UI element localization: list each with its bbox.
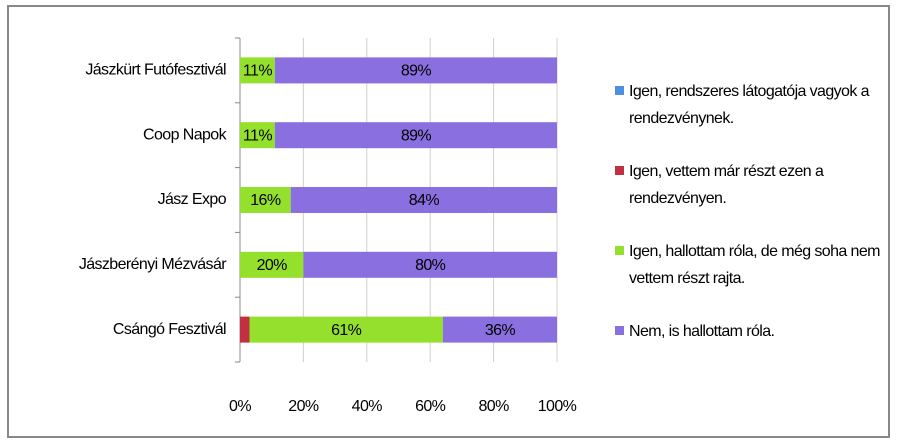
bar-segment bbox=[274, 122, 557, 149]
data-label: 89% bbox=[401, 127, 432, 144]
y-tick-label: Csángó Fesztivál bbox=[113, 321, 226, 338]
legend-swatch bbox=[615, 166, 624, 175]
data-label: 84% bbox=[409, 192, 440, 209]
bar-segment bbox=[274, 57, 557, 84]
legend-item: Igen, hallottam róla, de még soha nem ve… bbox=[615, 238, 889, 292]
legend-swatch bbox=[615, 86, 624, 95]
legend-label: Nem, is hallottam róla. bbox=[629, 323, 775, 340]
x-tick-label: 0% bbox=[229, 398, 251, 415]
legend-item: Nem, is hallottam róla. bbox=[615, 318, 889, 345]
bar-segment bbox=[240, 57, 275, 84]
bar-segment bbox=[240, 251, 304, 278]
bar-segment bbox=[442, 316, 557, 343]
data-label: 20% bbox=[257, 257, 288, 274]
legend-label: Igen, rendszeres látogatója vagyok a ren… bbox=[629, 83, 870, 127]
bar-segment bbox=[240, 316, 250, 343]
legend-swatch bbox=[615, 246, 624, 255]
x-tick-label: 40% bbox=[352, 398, 383, 415]
data-label: 16% bbox=[250, 192, 281, 209]
legend-label: Igen, hallottam róla, de még soha nem ve… bbox=[629, 243, 880, 287]
legend-item: Igen, rendszeres látogatója vagyok a ren… bbox=[615, 78, 889, 132]
x-tick-label: 80% bbox=[478, 398, 509, 415]
bar-segment bbox=[249, 316, 443, 343]
data-label: 61% bbox=[331, 322, 362, 339]
bar-segment bbox=[240, 122, 275, 149]
bar-segment bbox=[290, 187, 557, 213]
x-tick-label: 100% bbox=[538, 398, 577, 415]
data-label: 11% bbox=[243, 63, 272, 80]
data-label: 80% bbox=[415, 257, 446, 274]
x-tick-label: 20% bbox=[288, 398, 319, 415]
legend-swatch bbox=[615, 326, 624, 335]
legend-label: Igen, vettem már részt ezen a rendezvény… bbox=[629, 163, 824, 207]
x-tick-label: 60% bbox=[415, 398, 446, 415]
data-label: 89% bbox=[401, 63, 432, 80]
y-tick-label: Jász Expo bbox=[158, 191, 227, 208]
y-tick-label: Coop Napok bbox=[143, 126, 228, 143]
legend-item: Igen, vettem már részt ezen a rendezvény… bbox=[615, 158, 889, 212]
bar-segment bbox=[240, 187, 291, 213]
data-label: 36% bbox=[485, 322, 516, 339]
bar-segment bbox=[303, 251, 557, 278]
y-tick-label: Jászkürt Futófesztivál bbox=[85, 62, 226, 79]
y-tick-label: Jászberényi Mézvásár bbox=[79, 256, 227, 273]
chart-frame bbox=[7, 5, 890, 438]
data-label: 11% bbox=[243, 127, 272, 144]
